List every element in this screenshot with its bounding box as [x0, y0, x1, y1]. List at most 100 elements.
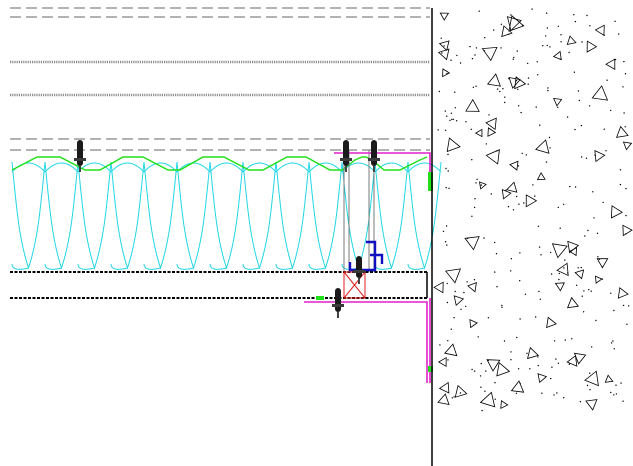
- aggregate-dot: [547, 89, 549, 92]
- aggregate-mark: [501, 188, 512, 200]
- aggregate-dot: [527, 62, 529, 65]
- aggregate-mark: [586, 40, 598, 53]
- aggregate-dot: [556, 392, 558, 394]
- aggregate-mark: [479, 391, 496, 408]
- aggregate-dot: [446, 244, 448, 246]
- aggregate-dot: [444, 129, 447, 131]
- aggregate-dot: [614, 20, 616, 22]
- aggregate-mark: [566, 296, 580, 309]
- aggregate-mark: [584, 370, 599, 387]
- aggregate-mark: [535, 139, 550, 154]
- aggregate-dot: [505, 189, 507, 191]
- aggregate-dot: [507, 206, 510, 208]
- aggregate-mark: [442, 68, 451, 78]
- aggregate-dot: [584, 235, 586, 237]
- aggregate-dot: [548, 136, 551, 139]
- aggregate-mark: [537, 373, 548, 384]
- aggregate-dot: [563, 267, 565, 269]
- aggregate-dot: [557, 25, 559, 27]
- aggregate-dot: [480, 386, 482, 388]
- aggregate-dot: [555, 358, 557, 360]
- aggregate-dot: [494, 382, 496, 384]
- aggregate-dot: [471, 159, 473, 161]
- aggregate-dot: [447, 170, 449, 172]
- aggregate-dot: [624, 73, 627, 75]
- aggregate-dot: [538, 246, 541, 248]
- aggregate-mark: [439, 12, 450, 21]
- aggregate-dot: [588, 289, 590, 291]
- aggregate-dot: [473, 206, 476, 209]
- aggregate-dot: [515, 392, 518, 394]
- aggregate-dot: [578, 99, 580, 102]
- aggregate-dot: [516, 195, 518, 198]
- aggregate-dot: [620, 382, 622, 384]
- aggregate-dot: [589, 25, 591, 27]
- aggregate-mark: [605, 58, 616, 70]
- aggregate-dot: [547, 87, 549, 89]
- aggregate-dot: [577, 267, 579, 269]
- aggregate-dot: [510, 14, 512, 16]
- aggregate-dot: [446, 282, 448, 285]
- aggregate-dot: [455, 120, 458, 122]
- aggregate-dot: [527, 77, 530, 79]
- fastener-1: [74, 140, 86, 172]
- aggregate-mark: [438, 381, 450, 394]
- aggregate-mark: [573, 352, 587, 365]
- aggregate-mark: [510, 380, 525, 393]
- aggregate-mark: [437, 393, 450, 406]
- aggregate-dot: [545, 161, 548, 163]
- aggregate-dot: [551, 366, 553, 368]
- aggregate-dot: [610, 109, 612, 112]
- aggregate-mark: [615, 125, 629, 138]
- aggregate-mark: [617, 287, 629, 299]
- aggregate-dot: [510, 351, 512, 353]
- lower-dashed-lines: [10, 138, 430, 151]
- aggregate-dot: [487, 359, 489, 362]
- aggregate-dot: [454, 107, 456, 109]
- aggregate-dot: [558, 278, 560, 281]
- aggregate-dot: [466, 237, 469, 240]
- aggregate-dot: [450, 112, 453, 115]
- aggregate-dot: [513, 56, 515, 59]
- aggregate-dot: [563, 203, 565, 206]
- aggregate-dot: [580, 266, 582, 269]
- aggregate-dot: [484, 37, 486, 39]
- aggregate-dot: [504, 96, 506, 98]
- aggregate-dot: [446, 301, 449, 304]
- aggregate-dot: [479, 375, 482, 377]
- vertical-support: [343, 150, 375, 272]
- aggregate-dot: [538, 290, 540, 293]
- aggregate-dot: [522, 24, 524, 27]
- aggregate-dot: [444, 110, 446, 112]
- aggregate-dot: [624, 126, 626, 128]
- aggregate-dot: [550, 251, 552, 254]
- aggregate-dot: [456, 54, 458, 57]
- aggregate-mark: [444, 268, 462, 284]
- aggregate-dot: [524, 293, 527, 295]
- aggregate-dot: [449, 119, 451, 122]
- aggregate-dot: [557, 106, 559, 109]
- aggregate-dot: [516, 336, 518, 339]
- aggregate-dot: [568, 51, 570, 54]
- aggregate-dot: [525, 154, 527, 156]
- aggregate-dot: [465, 121, 467, 123]
- aggregate-dot: [494, 271, 496, 273]
- aggregate-dot: [466, 281, 468, 283]
- aggregate-dot: [545, 12, 548, 14]
- aggregate-dot: [445, 167, 447, 170]
- aggregate-mark: [596, 258, 609, 269]
- aggregate-dot: [480, 184, 482, 186]
- aggregate-dot: [478, 10, 480, 12]
- aggregate-mark: [444, 343, 458, 357]
- aggregate-mark: [508, 15, 525, 32]
- aggregate-dot: [518, 203, 520, 205]
- aggregate-dot: [586, 14, 588, 17]
- aggregate-dot: [494, 398, 496, 400]
- aggregate-dot: [537, 356, 539, 358]
- seal-accents: [316, 172, 433, 372]
- aggregate-dot: [581, 156, 583, 158]
- aggregate-dot: [452, 118, 455, 121]
- aggregate-mark: [527, 346, 540, 360]
- aggregate-dot: [493, 29, 495, 31]
- aggregate-dot: [471, 368, 473, 371]
